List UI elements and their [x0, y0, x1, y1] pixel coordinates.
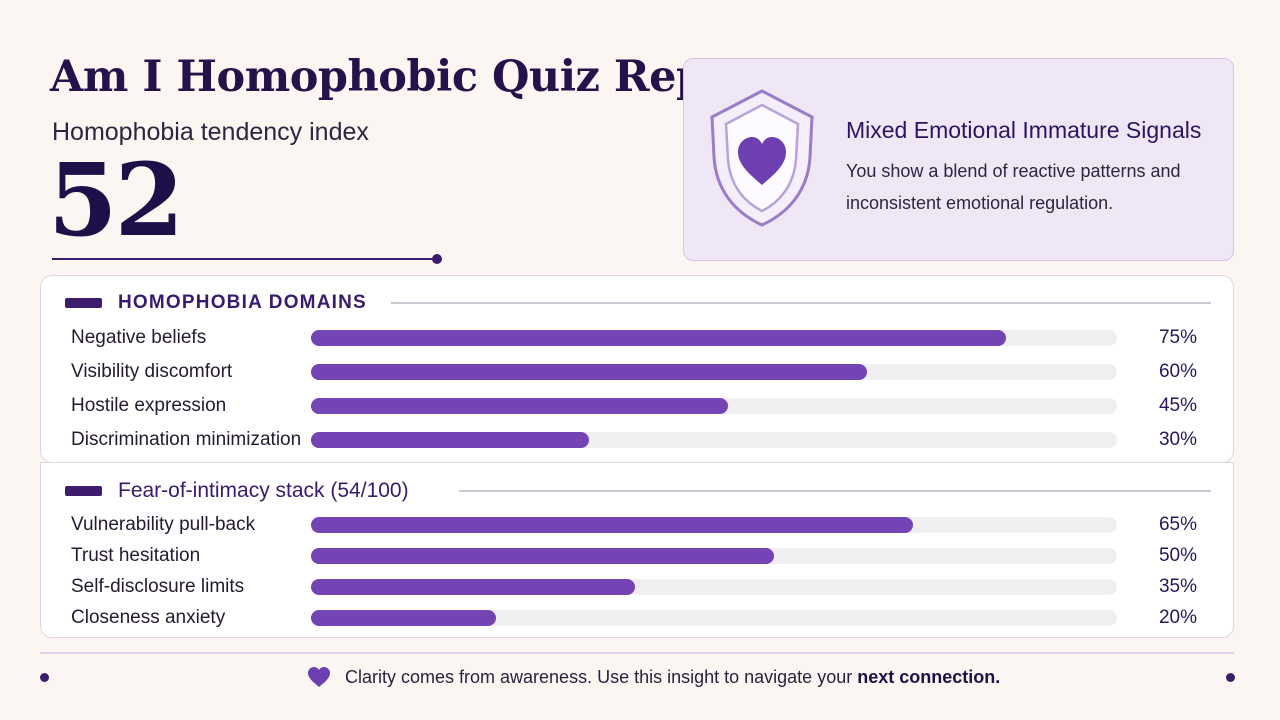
metric-row: Discrimination minimization 30%	[71, 429, 1231, 451]
metric-percent: 30%	[1158, 429, 1197, 450]
homophobia-domains-panel: HOMOPHOBIA DOMAINS Negative beliefs 75% Vi…	[40, 275, 1234, 463]
metric-percent: 20%	[1158, 607, 1197, 628]
metric-row: Trust hesitation 50%	[71, 545, 1231, 567]
domains-header: HOMOPHOBIA DOMAINS	[65, 292, 367, 314]
section-marker	[65, 486, 102, 496]
domains-divider	[391, 302, 1211, 304]
index-score: 52	[48, 141, 184, 259]
metric-bar-fill	[311, 610, 497, 626]
metric-bar-track	[311, 610, 1117, 626]
metric-label: Self-disclosure limits	[71, 576, 245, 597]
heart-icon	[308, 667, 330, 687]
metric-label: Closeness anxiety	[71, 607, 226, 628]
metric-row: Closeness anxiety 20%	[71, 607, 1231, 629]
metric-bar-track	[311, 364, 1117, 380]
metric-row: Self-disclosure limits 35%	[71, 576, 1231, 598]
metric-label: Trust hesitation	[71, 545, 201, 566]
domains-title: HOMOPHOBIA DOMAINS	[118, 292, 367, 313]
metric-percent: 65%	[1158, 514, 1197, 535]
metric-bar-fill	[311, 398, 728, 414]
metric-label: Vulnerability pull-back	[71, 514, 256, 535]
metric-bar-fill	[311, 579, 636, 595]
footer-dot-right	[1226, 673, 1235, 682]
metric-percent: 75%	[1158, 327, 1197, 348]
index-label: Homophobia tendency index	[52, 118, 369, 146]
metric-row: Visibility discomfort 60%	[71, 361, 1231, 383]
footer-message: Clarity comes from awareness. Use this i…	[307, 666, 1000, 688]
intimacy-title: Fear-of-intimacy stack (54/100)	[118, 479, 409, 502]
intimacy-divider	[459, 490, 1211, 492]
metric-bar-track	[311, 548, 1117, 564]
metric-bar-fill	[311, 432, 589, 448]
metric-row: Vulnerability pull-back 65%	[71, 514, 1231, 536]
result-card: Mixed Emotional Immature Signals You sho…	[683, 58, 1234, 261]
footer-divider	[40, 652, 1234, 654]
footer-text: Clarity comes from awareness. Use this i…	[345, 666, 853, 687]
metric-label: Visibility discomfort	[71, 361, 233, 382]
metric-bar-track	[311, 398, 1117, 414]
fear-of-intimacy-panel: Fear-of-intimacy stack (54/100) Vulnerab…	[40, 462, 1234, 638]
metric-row: Hostile expression 45%	[71, 395, 1231, 417]
metric-row: Negative beliefs 75%	[71, 327, 1231, 349]
metric-percent: 45%	[1158, 395, 1197, 416]
score-underline	[52, 258, 438, 260]
shield-heart-icon	[710, 89, 814, 227]
metric-bar-fill	[311, 548, 775, 564]
section-marker	[65, 298, 102, 308]
footer-dot-left	[40, 673, 49, 682]
metric-bar-fill	[311, 330, 1006, 346]
metric-bar-track	[311, 517, 1117, 533]
footer-bold-text: next connection.	[857, 666, 1001, 687]
metric-label: Negative beliefs	[71, 327, 207, 348]
metric-label: Discrimination minimization	[71, 429, 302, 450]
metric-bar-fill	[311, 517, 914, 533]
intimacy-header: Fear-of-intimacy stack (54/100)	[65, 479, 409, 503]
result-title: Mixed Emotional Immature Signals	[846, 117, 1202, 143]
metric-bar-track	[311, 432, 1117, 448]
metric-bar-track	[311, 330, 1117, 346]
metric-label: Hostile expression	[71, 395, 227, 416]
score-underline-dot	[432, 254, 442, 264]
metric-bar-fill	[311, 364, 867, 380]
metric-percent: 60%	[1158, 361, 1197, 382]
report-title: Am I Homophobic Quiz Report	[50, 52, 776, 102]
metric-bar-track	[311, 579, 1117, 595]
metric-percent: 50%	[1158, 545, 1197, 566]
metric-percent: 35%	[1158, 576, 1197, 597]
result-description: You show a blend of reactive patterns an…	[846, 161, 1181, 213]
